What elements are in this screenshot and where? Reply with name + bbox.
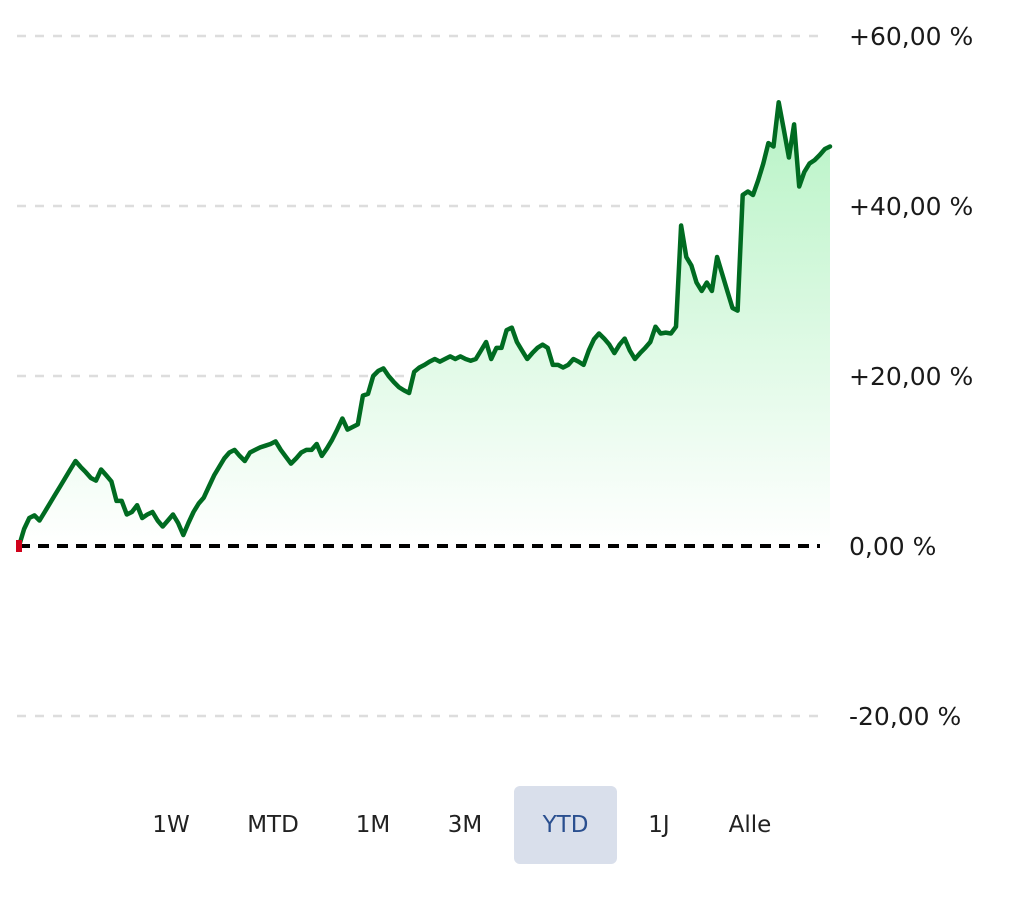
y-axis-tick-labels: +60,00 % +40,00 % +20,00 % 0,00 % -20,00 % [849,22,973,731]
chart-canvas: +60,00 % +40,00 % +20,00 % 0,00 % -20,00 % [16,22,973,731]
y-tick-label-2: +20,00 % [849,362,973,391]
series-line-layer [16,100,833,549]
y-tick-label-0: +60,00 % [849,22,973,51]
tab-3m[interactable]: 3M [447,812,483,838]
tab-1j[interactable]: 1J [648,812,670,838]
series-area [19,102,830,547]
start-marker [16,540,22,552]
time-range-tabs: 1W MTD 1M 3M YTD 1J Alle [0,786,1024,864]
y-tick-label-4: -20,00 % [849,702,961,731]
tab-ytd[interactable]: YTD [514,786,617,864]
area-fill [19,102,830,547]
start-marker-layer [16,540,22,552]
tab-1m[interactable]: 1M [355,812,391,838]
y-tick-label-1: +40,00 % [849,192,973,221]
tab-1w[interactable]: 1W [152,812,190,838]
series-line [16,100,833,549]
tab-mtd[interactable]: MTD [247,812,299,838]
tab-alle[interactable]: Alle [728,812,772,838]
y-tick-label-3: 0,00 % [849,532,936,561]
